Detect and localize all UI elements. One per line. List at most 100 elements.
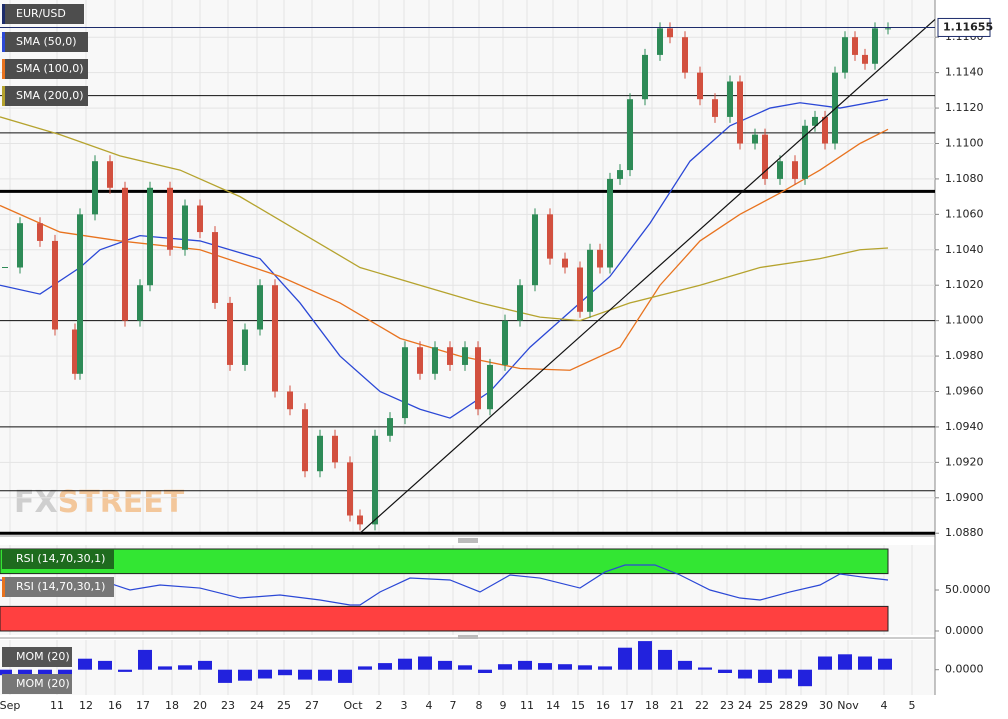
mom-bar <box>318 669 332 681</box>
x-tick-label: 12 <box>79 699 93 712</box>
x-tick-label: 7 <box>450 699 457 712</box>
x-tick-label: 23 <box>720 699 734 712</box>
candle <box>752 134 758 144</box>
legend-label: EUR/USD <box>16 7 66 20</box>
legend-swatch <box>2 32 5 52</box>
mom-bar <box>858 656 872 670</box>
x-tick-label: 4 <box>881 699 888 712</box>
mom-bar <box>798 669 812 687</box>
x-tick-label: 17 <box>620 699 634 712</box>
resize-handle[interactable] <box>458 635 478 639</box>
y-tick-label: 1.1040 <box>945 243 984 256</box>
x-tick-label: 17 <box>136 699 150 712</box>
mom-bar <box>838 654 852 670</box>
candle <box>302 409 308 472</box>
legend-box <box>2 32 88 52</box>
x-tick-label: 16 <box>108 699 122 712</box>
candle <box>667 28 673 38</box>
candle <box>2 267 8 268</box>
watermark-fx: FX <box>14 485 58 520</box>
candle <box>107 161 113 188</box>
x-tick-label: Sep <box>0 699 20 712</box>
x-tick-label: 29 <box>794 699 808 712</box>
candle <box>697 72 703 100</box>
watermark: FXSTREET <box>14 485 185 520</box>
overbought-band <box>0 548 889 575</box>
legend-label: SMA (50,0) <box>16 35 77 48</box>
y-tick-label: 50.0000 <box>945 583 991 596</box>
x-tick-label: 2 <box>376 699 383 712</box>
candle <box>712 99 718 117</box>
y-tick-label: 1.1100 <box>945 136 984 149</box>
candle <box>872 28 878 64</box>
candle <box>727 81 733 117</box>
candle <box>547 214 553 259</box>
x-tick-label: 4 <box>426 699 433 712</box>
candle <box>487 364 493 410</box>
candle <box>372 435 378 525</box>
mom-bar <box>98 660 112 670</box>
candle <box>287 391 293 410</box>
rsi-line <box>0 564 889 606</box>
candle <box>682 37 688 73</box>
mom-bar <box>618 647 632 670</box>
candle <box>137 285 143 321</box>
candle <box>562 258 568 268</box>
mom-bar <box>498 664 512 670</box>
candle <box>642 54 648 100</box>
y-tick-label: 1.1120 <box>945 101 984 114</box>
candle <box>72 329 78 374</box>
mom-bar <box>738 669 752 679</box>
x-tick-label: Oct <box>343 699 363 712</box>
x-tick-label: Nov <box>837 699 859 712</box>
candle <box>587 249 593 312</box>
x-tick-label: 24 <box>250 699 264 712</box>
mom-bar <box>658 649 672 670</box>
candle <box>402 347 408 419</box>
mom-bar <box>638 641 652 670</box>
candle <box>862 54 868 64</box>
candle <box>792 161 798 179</box>
candle <box>167 187 173 250</box>
mom-bar <box>0 669 12 676</box>
price-panel <box>0 0 935 535</box>
legend-box <box>2 86 88 106</box>
mom-bar <box>678 660 692 670</box>
x-tick-label: 21 <box>670 699 684 712</box>
y-tick-label: 0.0000 <box>945 624 984 637</box>
legend-box <box>2 674 72 694</box>
candle <box>257 285 263 330</box>
candle <box>332 435 338 463</box>
candle <box>802 125 808 179</box>
last-price-label: 1.11655 <box>943 20 993 33</box>
x-tick-label: 27 <box>305 699 319 712</box>
candle <box>532 214 538 286</box>
candle <box>517 285 523 321</box>
candle <box>387 418 393 436</box>
candle <box>762 134 768 179</box>
mom-bar <box>158 666 172 670</box>
mom-bar <box>298 669 312 680</box>
candle <box>502 320 508 365</box>
x-tick-label: 18 <box>165 699 179 712</box>
legend-swatch <box>2 577 5 597</box>
x-tick-label: 25 <box>277 699 291 712</box>
x-tick-label: 9 <box>500 699 507 712</box>
mom-bar <box>78 658 92 670</box>
x-tick-label: 5 <box>909 699 916 712</box>
candle <box>212 232 218 303</box>
resize-handle[interactable] <box>458 538 478 543</box>
mom-bar <box>258 669 272 679</box>
legend-label: MOM (20) <box>16 677 70 690</box>
candle <box>122 187 128 321</box>
candle <box>92 161 98 215</box>
mom-bar <box>178 665 192 670</box>
x-tick-label: 28 <box>779 699 793 712</box>
mom-bar <box>138 649 152 670</box>
sma-line <box>0 116 889 322</box>
oversold-band <box>0 605 889 632</box>
mom-bar <box>478 669 492 673</box>
legend-box <box>2 647 72 667</box>
x-tick-label: 11 <box>50 699 64 712</box>
